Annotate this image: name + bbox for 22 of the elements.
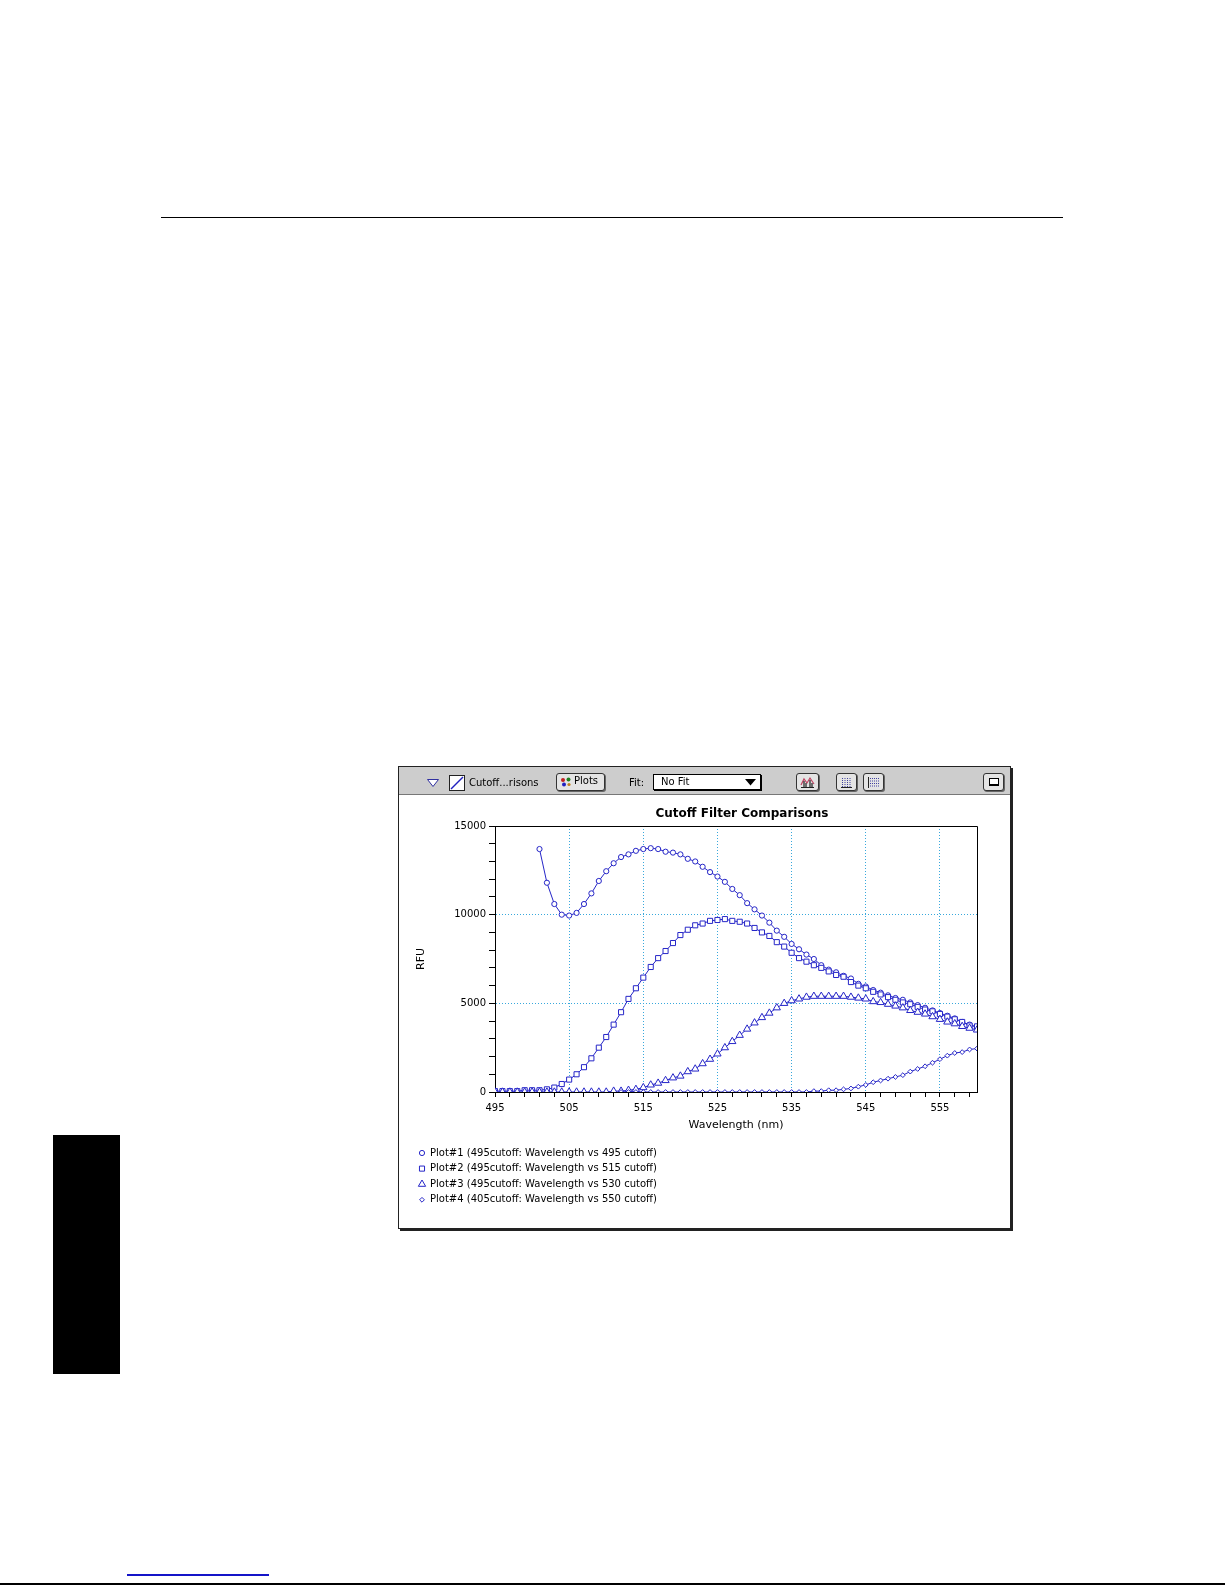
chart-title: Cutoff Filter Comparisons bbox=[655, 806, 829, 821]
y-tick-label: 15000 bbox=[454, 819, 486, 831]
x-tick-label: 555 bbox=[930, 1101, 950, 1113]
x-tick-label: 515 bbox=[633, 1101, 653, 1113]
x-tick-label: 495 bbox=[485, 1101, 505, 1113]
y-tick-label: 5000 bbox=[460, 996, 486, 1008]
x-tick-label: 505 bbox=[559, 1101, 579, 1113]
y-tick-label: 10000 bbox=[454, 908, 486, 920]
legend-label: Plot#3 (495cutoff: Wavelength vs 530 cutoff) bbox=[430, 1177, 657, 1189]
legend-label: Plot#4 (405cutoff: Wavelength vs 550 cutoff) bbox=[430, 1193, 657, 1205]
legend-label: Plot#2 (495cutoff: Wavelength vs 515 cutoff) bbox=[430, 1162, 657, 1174]
y-axis-title: RFU bbox=[414, 947, 428, 971]
legend-label: Plot#1 (495cutoff: Wavelength vs 495 cutoff) bbox=[430, 1146, 657, 1158]
plots-button: Plots bbox=[556, 773, 605, 791]
text: Cutoff...risons bbox=[469, 777, 539, 789]
x-tick-label: 545 bbox=[856, 1101, 876, 1113]
y-tick-label: 0 bbox=[479, 1085, 486, 1097]
x-axis-title: Wavelength (nm) bbox=[688, 1118, 784, 1132]
dropdown: No Fit bbox=[653, 774, 761, 790]
x-tick-label: 535 bbox=[782, 1101, 802, 1113]
text: Fit: bbox=[629, 777, 645, 789]
x-tick-label: 525 bbox=[707, 1101, 728, 1113]
